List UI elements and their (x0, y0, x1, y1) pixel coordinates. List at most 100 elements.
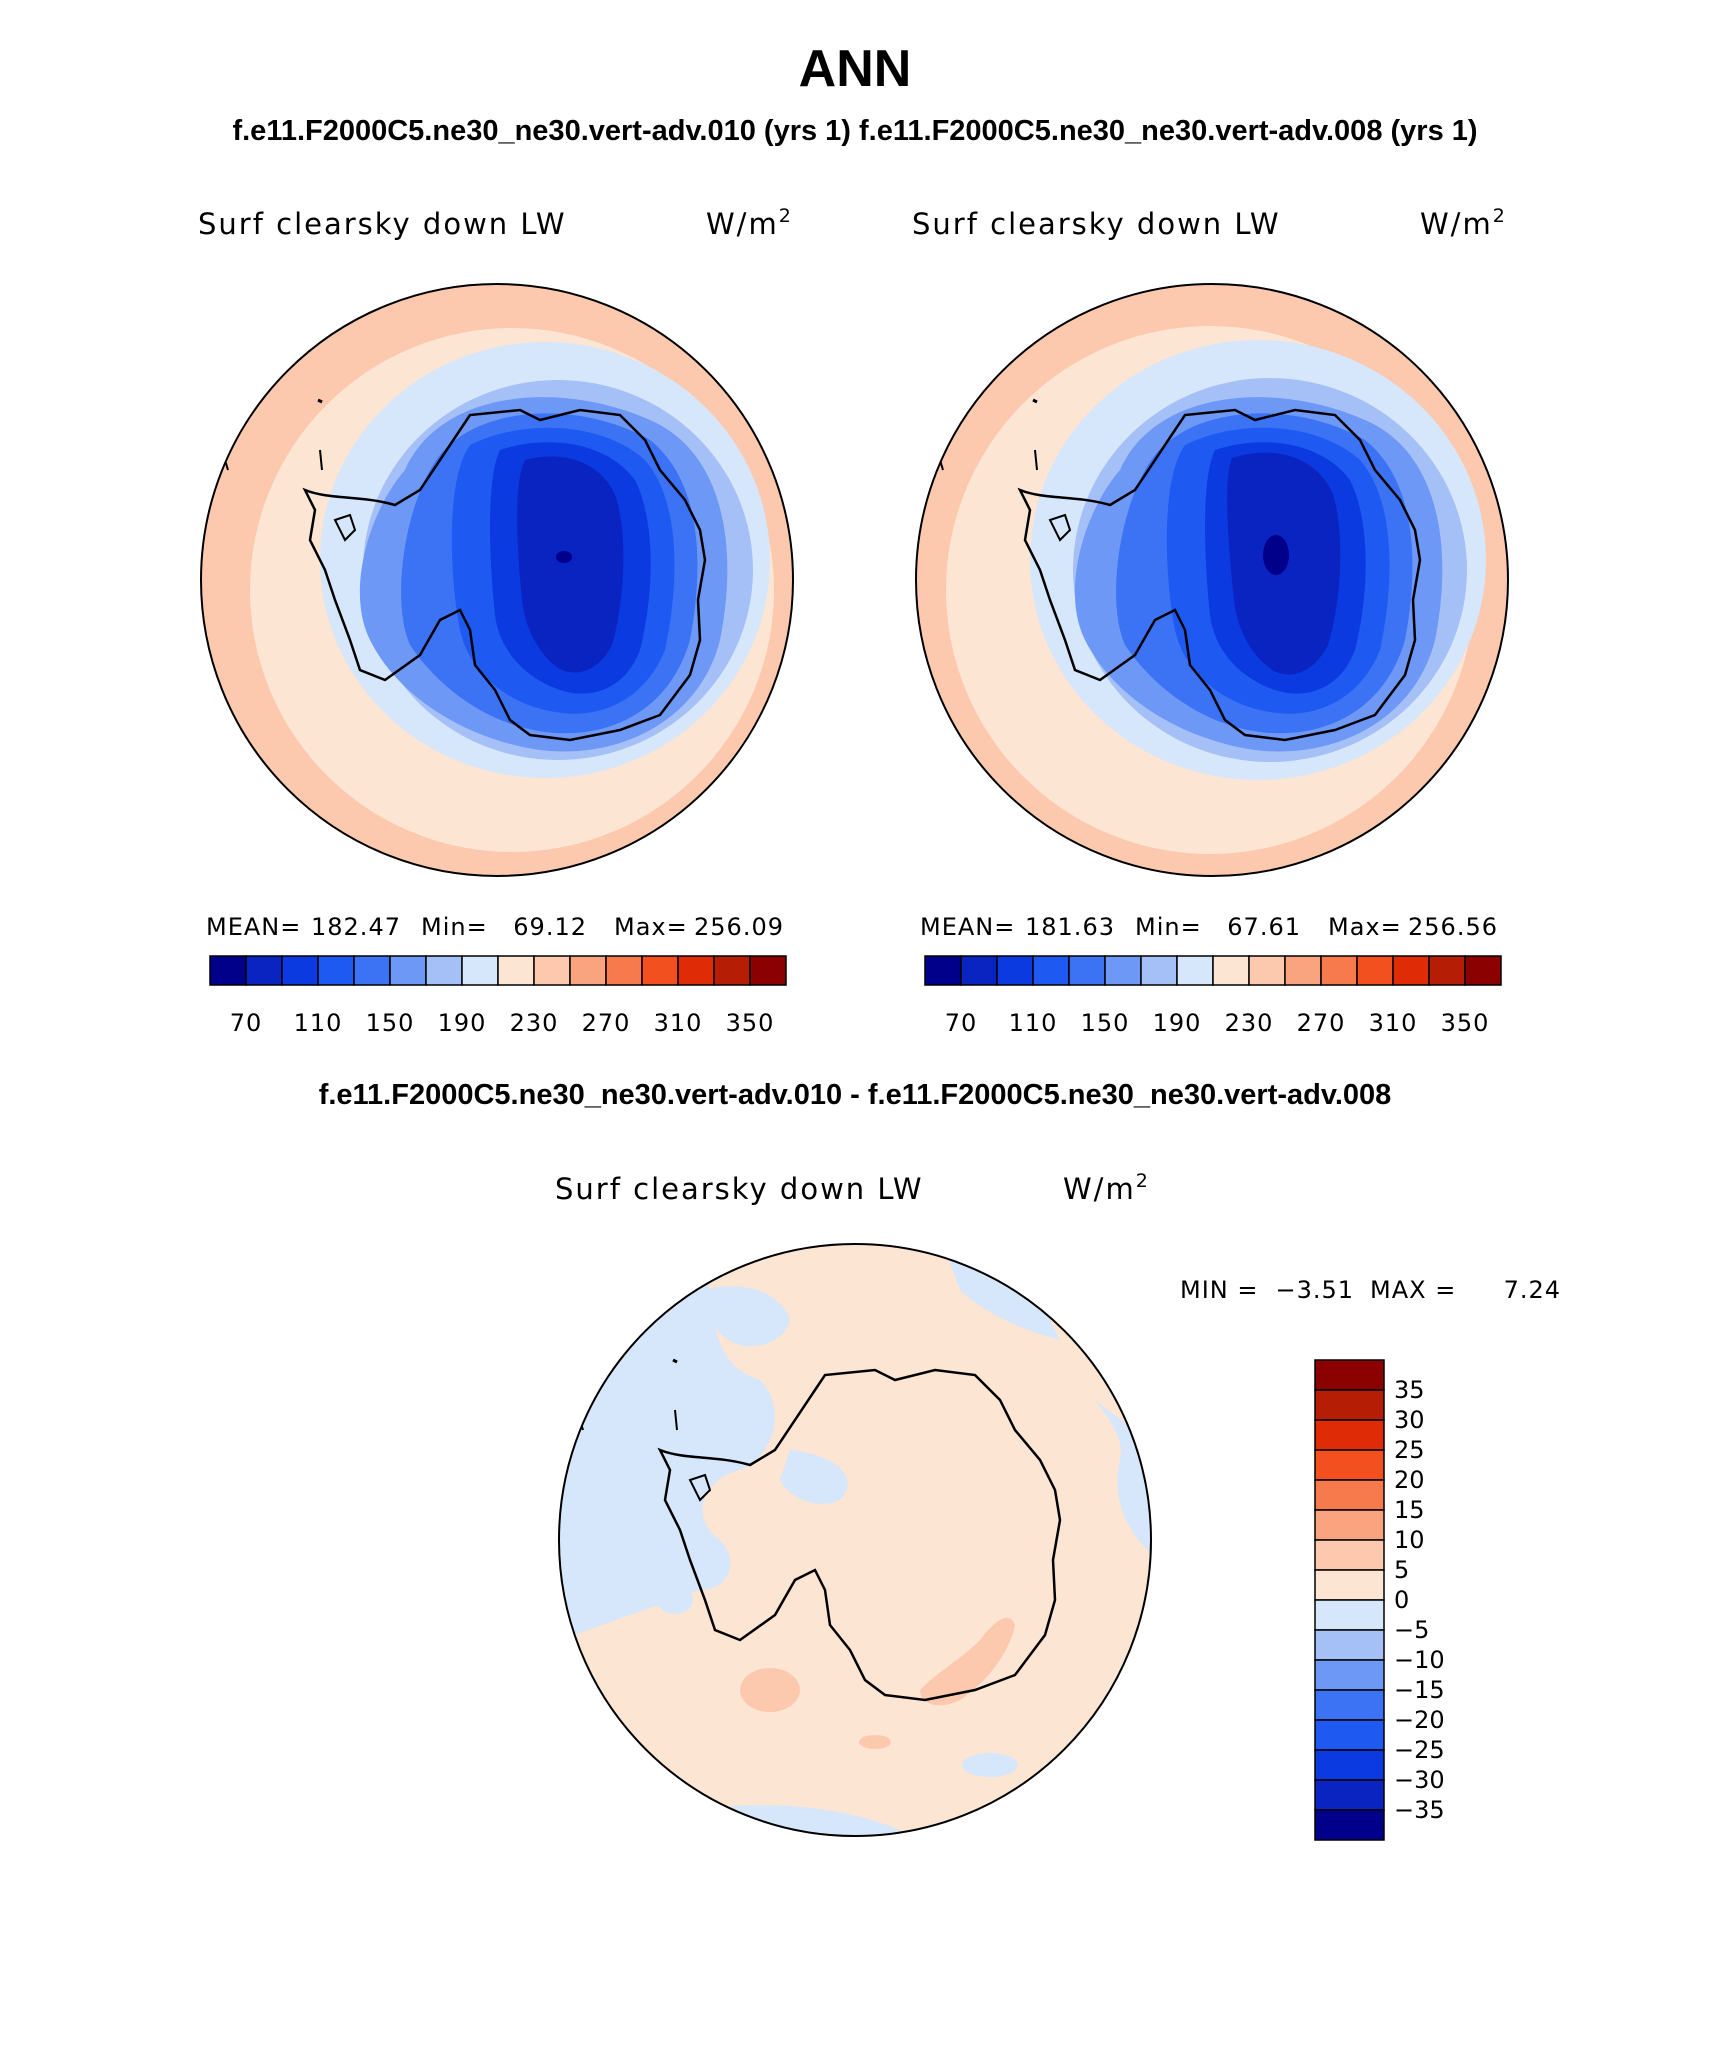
panel-1-colorbar-swatch (677, 955, 715, 986)
panel-2-min-label: Min= (1135, 913, 1202, 941)
panel-2-mean-label: MEAN= (920, 913, 1015, 941)
panel-2-colorbar-swatch (1032, 955, 1070, 986)
panel-3-colorbar-swatch (1314, 1539, 1385, 1571)
panel-1-colorbar-swatch (533, 955, 571, 986)
panel-1-colorbar-swatch (425, 955, 463, 986)
panel-1-colorbar-swatch (605, 955, 643, 986)
panel-3-colorbar-swatch (1314, 1479, 1385, 1511)
panel-2-colorbar-swatch (924, 955, 962, 986)
subtitle: f.e11.F2000C5.ne30_ne30.vert-adv.010 (yr… (232, 115, 1477, 147)
panel-3-min-label: MIN = (1180, 1276, 1258, 1304)
panel-1-colorbar-tick-label: 270 (582, 1009, 631, 1037)
panel-1-min-value: 69.12 (513, 913, 587, 941)
panel-3-colorbar-swatch (1314, 1599, 1385, 1631)
panel-1-map-border (200, 283, 794, 877)
panel-3: Surf clearsky down LW W/m2 MIN = −3.51 M… (555, 1170, 1561, 1841)
panel-1-colorbar-swatch (749, 955, 787, 986)
panel-1-colorbar-tick-label: 230 (510, 1009, 559, 1037)
panel-2-colorbar-swatch (996, 955, 1034, 986)
panel-3-colorbar-tick-label: −10 (1394, 1646, 1445, 1674)
panel-2-colorbar-swatch (1068, 955, 1106, 986)
panel-1-colorbar-tick-label: 70 (230, 1009, 263, 1037)
panel-3-colorbar-tick-label: −20 (1394, 1706, 1445, 1734)
panel-2-units: W/m2 (1420, 205, 1507, 241)
panel-2-colorbar-swatch (1248, 955, 1286, 986)
panel-1-colorbar-swatch (317, 955, 355, 986)
panel-3-colorbar-swatch (1314, 1719, 1385, 1751)
panel-1-colorbar-swatch (569, 955, 607, 986)
panel-3-colorbar-swatch (1314, 1779, 1385, 1811)
panel-2-colorbar-tick-label: 270 (1297, 1009, 1346, 1037)
panel-1-colorbar: 70 110 150 190 230 270 310 350 (209, 955, 787, 1037)
panel-3-colorbar-swatch (1314, 1689, 1385, 1721)
panel-3-colorbar-tick-label: 30 (1394, 1406, 1425, 1434)
panel-3-map (559, 1244, 1151, 1836)
panel-1-max-label: Max= (614, 913, 688, 941)
panel-2-colorbar-swatch (1392, 955, 1430, 986)
panel-2-map-border (915, 283, 1509, 877)
panel-1-colorbar-tick-label: 110 (294, 1009, 343, 1037)
panel-3-colorbar-swatch (1314, 1569, 1385, 1601)
panel-3-colorbar-swatch (1314, 1359, 1385, 1391)
panel-3-max-value: 7.24 (1504, 1276, 1561, 1304)
panel-2-colorbar-tick-label: 190 (1153, 1009, 1202, 1037)
panel-3-colorbar-tick-label: 20 (1394, 1466, 1425, 1494)
panel-3-colorbar-tick-label: 0 (1394, 1586, 1409, 1614)
panel-1-mean-value: 182.47 (311, 913, 401, 941)
panel-2-colorbar-tick-label: 230 (1225, 1009, 1274, 1037)
panel-3-colorbar-tick-label: −30 (1394, 1766, 1445, 1794)
panel-3-colorbar-tick-label: 25 (1394, 1436, 1425, 1464)
panel-1: Surf clearsky down LW W/m2 MEAN= 182.47 … (198, 205, 794, 1037)
panel-1-colorbar-swatch (353, 955, 391, 986)
panel-2-colorbar-swatch (1140, 955, 1178, 986)
panel-3-colorbar-swatch (1314, 1809, 1385, 1841)
panel-1-colorbar-swatch (461, 955, 499, 986)
panel-3-colorbar-swatch (1314, 1509, 1385, 1541)
panel-3-colorbar-tick-label: 5 (1394, 1556, 1409, 1584)
panel-3-colorbar-swatch (1314, 1659, 1385, 1691)
panel-1-colorbar-tick-label: 190 (438, 1009, 487, 1037)
panel-2-map (916, 284, 1508, 876)
panel-3-colorbar-tick-label: −25 (1394, 1736, 1445, 1764)
panel-1-colorbar-swatch (389, 955, 427, 986)
panel-3-colorbar-tick-label: 10 (1394, 1526, 1425, 1554)
panel-2-max-value: 256.56 (1408, 913, 1498, 941)
main-title: ANN (799, 40, 912, 98)
difference-title: f.e11.F2000C5.ne30_ne30.vert-adv.010 - f… (319, 1079, 1392, 1111)
panel-2-colorbar-swatch (1464, 955, 1502, 986)
panel-1-colorbar-tick-label: 150 (366, 1009, 415, 1037)
panel-3-min-value: −3.51 (1275, 1276, 1354, 1304)
panel-3-colorbar-tick-label: −5 (1394, 1616, 1429, 1644)
panel-2-mean-value: 181.63 (1025, 913, 1115, 941)
panel-1-colorbar-tick-label: 350 (726, 1009, 775, 1037)
panel-2-colorbar-swatch (1104, 955, 1142, 986)
panel-3-colorbar-swatch (1314, 1389, 1385, 1421)
panel-2-colorbar-swatch (1176, 955, 1214, 986)
panel-2-colorbar-swatch (1320, 955, 1358, 986)
panel-3-colorbar-tick-label: −35 (1394, 1796, 1445, 1824)
panel-2-colorbar-tick-label: 350 (1441, 1009, 1490, 1037)
panel-2-colorbar-tick-label: 310 (1369, 1009, 1418, 1037)
panel-2: Surf clearsky down LW W/m2 MEAN= 181.63 … (912, 205, 1509, 1037)
panel-3-colorbar-tick-label: −15 (1394, 1676, 1445, 1704)
panel-3-colorbar-swatch (1314, 1449, 1385, 1481)
panel-1-colorbar-tick-label: 310 (654, 1009, 703, 1037)
panel-1-max-value: 256.09 (694, 913, 784, 941)
panel-1-colorbar-swatch (209, 955, 247, 986)
panel-3-colorbar-tick-label: 35 (1394, 1376, 1425, 1404)
panel-1-units: W/m2 (706, 205, 793, 241)
panel-1-mean-label: MEAN= (206, 913, 301, 941)
panel-2-colorbar-swatch (1428, 955, 1466, 986)
panel-3-colorbar-swatch (1314, 1749, 1385, 1781)
panel-1-colorbar-swatch (281, 955, 319, 986)
panel-1-min-label: Min= (421, 913, 488, 941)
panel-2-colorbar-swatch (1212, 955, 1250, 986)
panel-3-colorbar-swatch (1314, 1629, 1385, 1661)
panel-1-map (201, 284, 793, 876)
panel-2-colorbar-tick-label: 110 (1009, 1009, 1058, 1037)
panel-2-colorbar: 70 110 150 190 230 270 310 350 (924, 955, 1502, 1037)
panel-2-colorbar-tick-label: 150 (1081, 1009, 1130, 1037)
panel-1-variable: Surf clearsky down LW (198, 207, 567, 241)
